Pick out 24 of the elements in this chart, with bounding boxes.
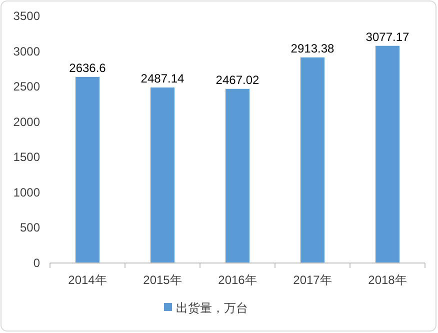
x-tick-label: 2015年: [143, 273, 182, 287]
y-tick-label: 3500: [13, 9, 40, 23]
y-tick-label: 500: [20, 220, 40, 235]
x-tick-label: 2014年: [68, 273, 107, 287]
data-label: 2636.6: [69, 60, 106, 75]
x-tick-label: 2017年: [293, 273, 332, 287]
bar: [76, 76, 100, 263]
y-tick-label: 1000: [13, 185, 40, 200]
y-tick-label: 0: [33, 256, 40, 270]
bar: [300, 57, 324, 263]
data-label: 2487.14: [140, 71, 185, 86]
legend-label: 出货量，万台: [176, 301, 248, 315]
x-tick-label: 2018年: [368, 273, 407, 287]
y-tick-label: 3000: [13, 44, 40, 58]
data-label: 3077.17: [366, 30, 410, 44]
data-label: 2913.38: [290, 41, 335, 56]
y-tick-label: 2000: [13, 114, 40, 129]
y-tick-label: 1500: [13, 150, 40, 164]
bar: [226, 88, 250, 263]
bar: [376, 46, 400, 263]
bar: [150, 87, 174, 263]
data-label: 2467.02: [216, 72, 260, 87]
x-tick-label: 2016年: [218, 273, 257, 287]
y-tick-label: 2500: [13, 80, 40, 94]
